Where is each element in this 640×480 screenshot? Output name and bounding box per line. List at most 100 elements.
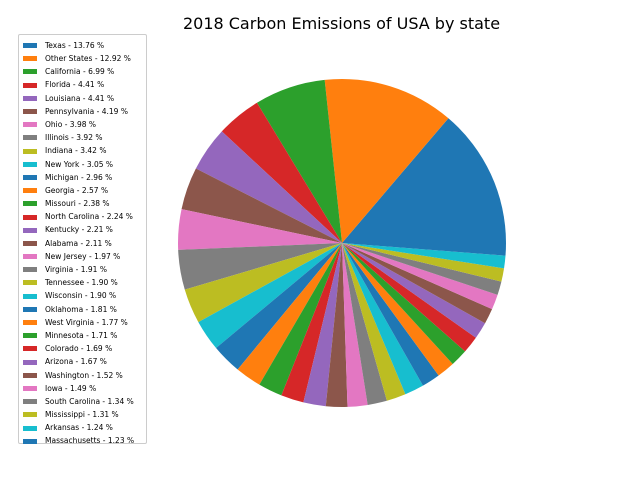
- legend-swatch: [23, 43, 37, 49]
- pie-slice-3: [221, 102, 342, 244]
- legend-item: Washington - 1.52 %: [23, 369, 146, 382]
- legend-swatch: [23, 306, 37, 312]
- pie-slice-6: [178, 209, 342, 250]
- legend-swatch: [23, 109, 37, 115]
- pie-slice-16: [342, 243, 368, 407]
- legend-item: Michigan - 2.96 %: [23, 171, 146, 184]
- legend-item: California - 6.99 %: [23, 65, 146, 78]
- pie-slice-25: [342, 243, 493, 324]
- legend-label: Indiana - 3.42 %: [45, 146, 107, 156]
- pie-slice-21: [342, 243, 453, 376]
- legend-label: Pennsylvania - 4.19 %: [45, 106, 128, 116]
- legend-label: New Jersey - 1.97 %: [45, 251, 121, 261]
- pie-slice-15: [325, 243, 348, 408]
- legend-swatch: [23, 82, 37, 88]
- legend-label: South Carolina - 1.34 %: [45, 396, 134, 406]
- legend-label: Colorado - 1.69 %: [45, 344, 113, 354]
- legend-label: Kentucky - 2.21 %: [45, 225, 113, 235]
- legend-swatch: [23, 214, 37, 220]
- legend-item: Massachusetts - 1.23 %: [23, 435, 146, 448]
- legend-label: Arizona - 1.67 %: [45, 357, 107, 367]
- pie-slice-10: [216, 243, 342, 370]
- pie-slice-19: [342, 243, 423, 395]
- legend-swatch: [23, 293, 37, 299]
- legend-item: Missouri - 2.38 %: [23, 197, 146, 210]
- legend-swatch: [23, 174, 37, 180]
- pie-slice-18: [342, 243, 406, 401]
- pie-slice-29: [342, 243, 506, 269]
- legend-label: Michigan - 2.96 %: [45, 172, 113, 182]
- legend-label: Oklahoma - 1.81 %: [45, 304, 117, 314]
- legend-label: Illinois - 3.92 %: [45, 133, 103, 143]
- pie-slice-28: [342, 243, 505, 282]
- legend-label: Arkansas - 1.24 %: [45, 423, 113, 433]
- legend-swatch: [23, 333, 37, 339]
- legend-label: Tennessee - 1.90 %: [45, 278, 118, 288]
- pie-slice-12: [259, 243, 342, 396]
- pie-slice-2: [256, 79, 342, 243]
- legend-swatch: [23, 320, 37, 326]
- legend-swatch: [23, 399, 37, 405]
- legend-label: New York - 3.05 %: [45, 159, 114, 169]
- pie-slice-23: [342, 243, 476, 352]
- legend-label: West Virginia - 1.77 %: [45, 317, 128, 327]
- legend-swatch: [23, 372, 37, 378]
- legend-label: Massachusetts - 1.23 %: [45, 436, 135, 446]
- pie-slice-7: [178, 243, 342, 290]
- legend-item: Indiana - 3.42 %: [23, 145, 146, 158]
- legend-swatch: [23, 69, 37, 75]
- legend-label: Iowa - 1.49 %: [45, 383, 97, 393]
- legend-item: Arkansas - 1.24 %: [23, 421, 146, 434]
- pie-slice-22: [342, 243, 466, 364]
- pie-slice-11: [237, 243, 342, 385]
- legend-item: Oklahoma - 1.81 %: [23, 303, 146, 316]
- legend-swatch: [23, 267, 37, 273]
- legend-swatch: [23, 135, 37, 141]
- legend-label: Other States - 12.92 %: [45, 54, 131, 64]
- pie-slice-0: [342, 118, 506, 243]
- legend-swatch: [23, 359, 37, 365]
- legend-item: Kentucky - 2.21 %: [23, 224, 146, 237]
- legend-item: West Virginia - 1.77 %: [23, 316, 146, 329]
- legend-swatch: [23, 280, 37, 286]
- legend-item: Florida - 4.41 %: [23, 79, 146, 92]
- legend-swatch: [23, 188, 37, 194]
- legend-label: Missouri - 2.38 %: [45, 199, 110, 209]
- chart-title: 2018 Carbon Emissions of USA by state: [182, 14, 501, 33]
- legend-item: Pennsylvania - 4.19 %: [23, 105, 146, 118]
- legend-item: Colorado - 1.69 %: [23, 342, 146, 355]
- legend-label: Ohio - 3.98 %: [45, 119, 97, 129]
- legend-item: Georgia - 2.57 %: [23, 184, 146, 197]
- pie-slices: [178, 79, 506, 408]
- pie-slice-20: [342, 243, 439, 386]
- legend-item: Minnesota - 1.71 %: [23, 329, 146, 342]
- legend-swatch: [23, 148, 37, 154]
- legend-swatch: [23, 56, 37, 62]
- legend-label: North Carolina - 2.24 %: [45, 212, 133, 222]
- legend-item: Wisconsin - 1.90 %: [23, 290, 146, 303]
- pie-slice-8: [184, 243, 342, 323]
- legend-swatch: [23, 122, 37, 128]
- legend-item: South Carolina - 1.34 %: [23, 395, 146, 408]
- legend-label: Mississippi - 1.31 %: [45, 410, 119, 420]
- pie-slice-30: [342, 243, 506, 256]
- legend-item: Ohio - 3.98 %: [23, 118, 146, 131]
- legend-item: Iowa - 1.49 %: [23, 382, 146, 395]
- legend-label: Minnesota - 1.71 %: [45, 330, 118, 340]
- legend-swatch: [23, 95, 37, 101]
- legend-item: North Carolina - 2.24 %: [23, 210, 146, 223]
- legend-item: Arizona - 1.67 %: [23, 356, 146, 369]
- legend-swatch: [23, 346, 37, 352]
- legend-item: Illinois - 3.92 %: [23, 131, 146, 144]
- legend-label: Louisiana - 4.41 %: [45, 93, 115, 103]
- legend-swatch: [23, 412, 37, 418]
- legend-swatch: [23, 161, 37, 167]
- legend: Texas - 13.76 % Other States - 12.92 % Cal…: [18, 34, 147, 444]
- legend-label: Texas - 13.76 %: [45, 40, 105, 50]
- legend-item: Tennessee - 1.90 %: [23, 276, 146, 289]
- legend-item: Virginia - 1.91 %: [23, 263, 146, 276]
- pie-slice-26: [342, 243, 498, 310]
- legend-swatch: [23, 227, 37, 233]
- pie-slice-14: [303, 243, 342, 407]
- legend-item: Texas - 13.76 %: [23, 39, 146, 52]
